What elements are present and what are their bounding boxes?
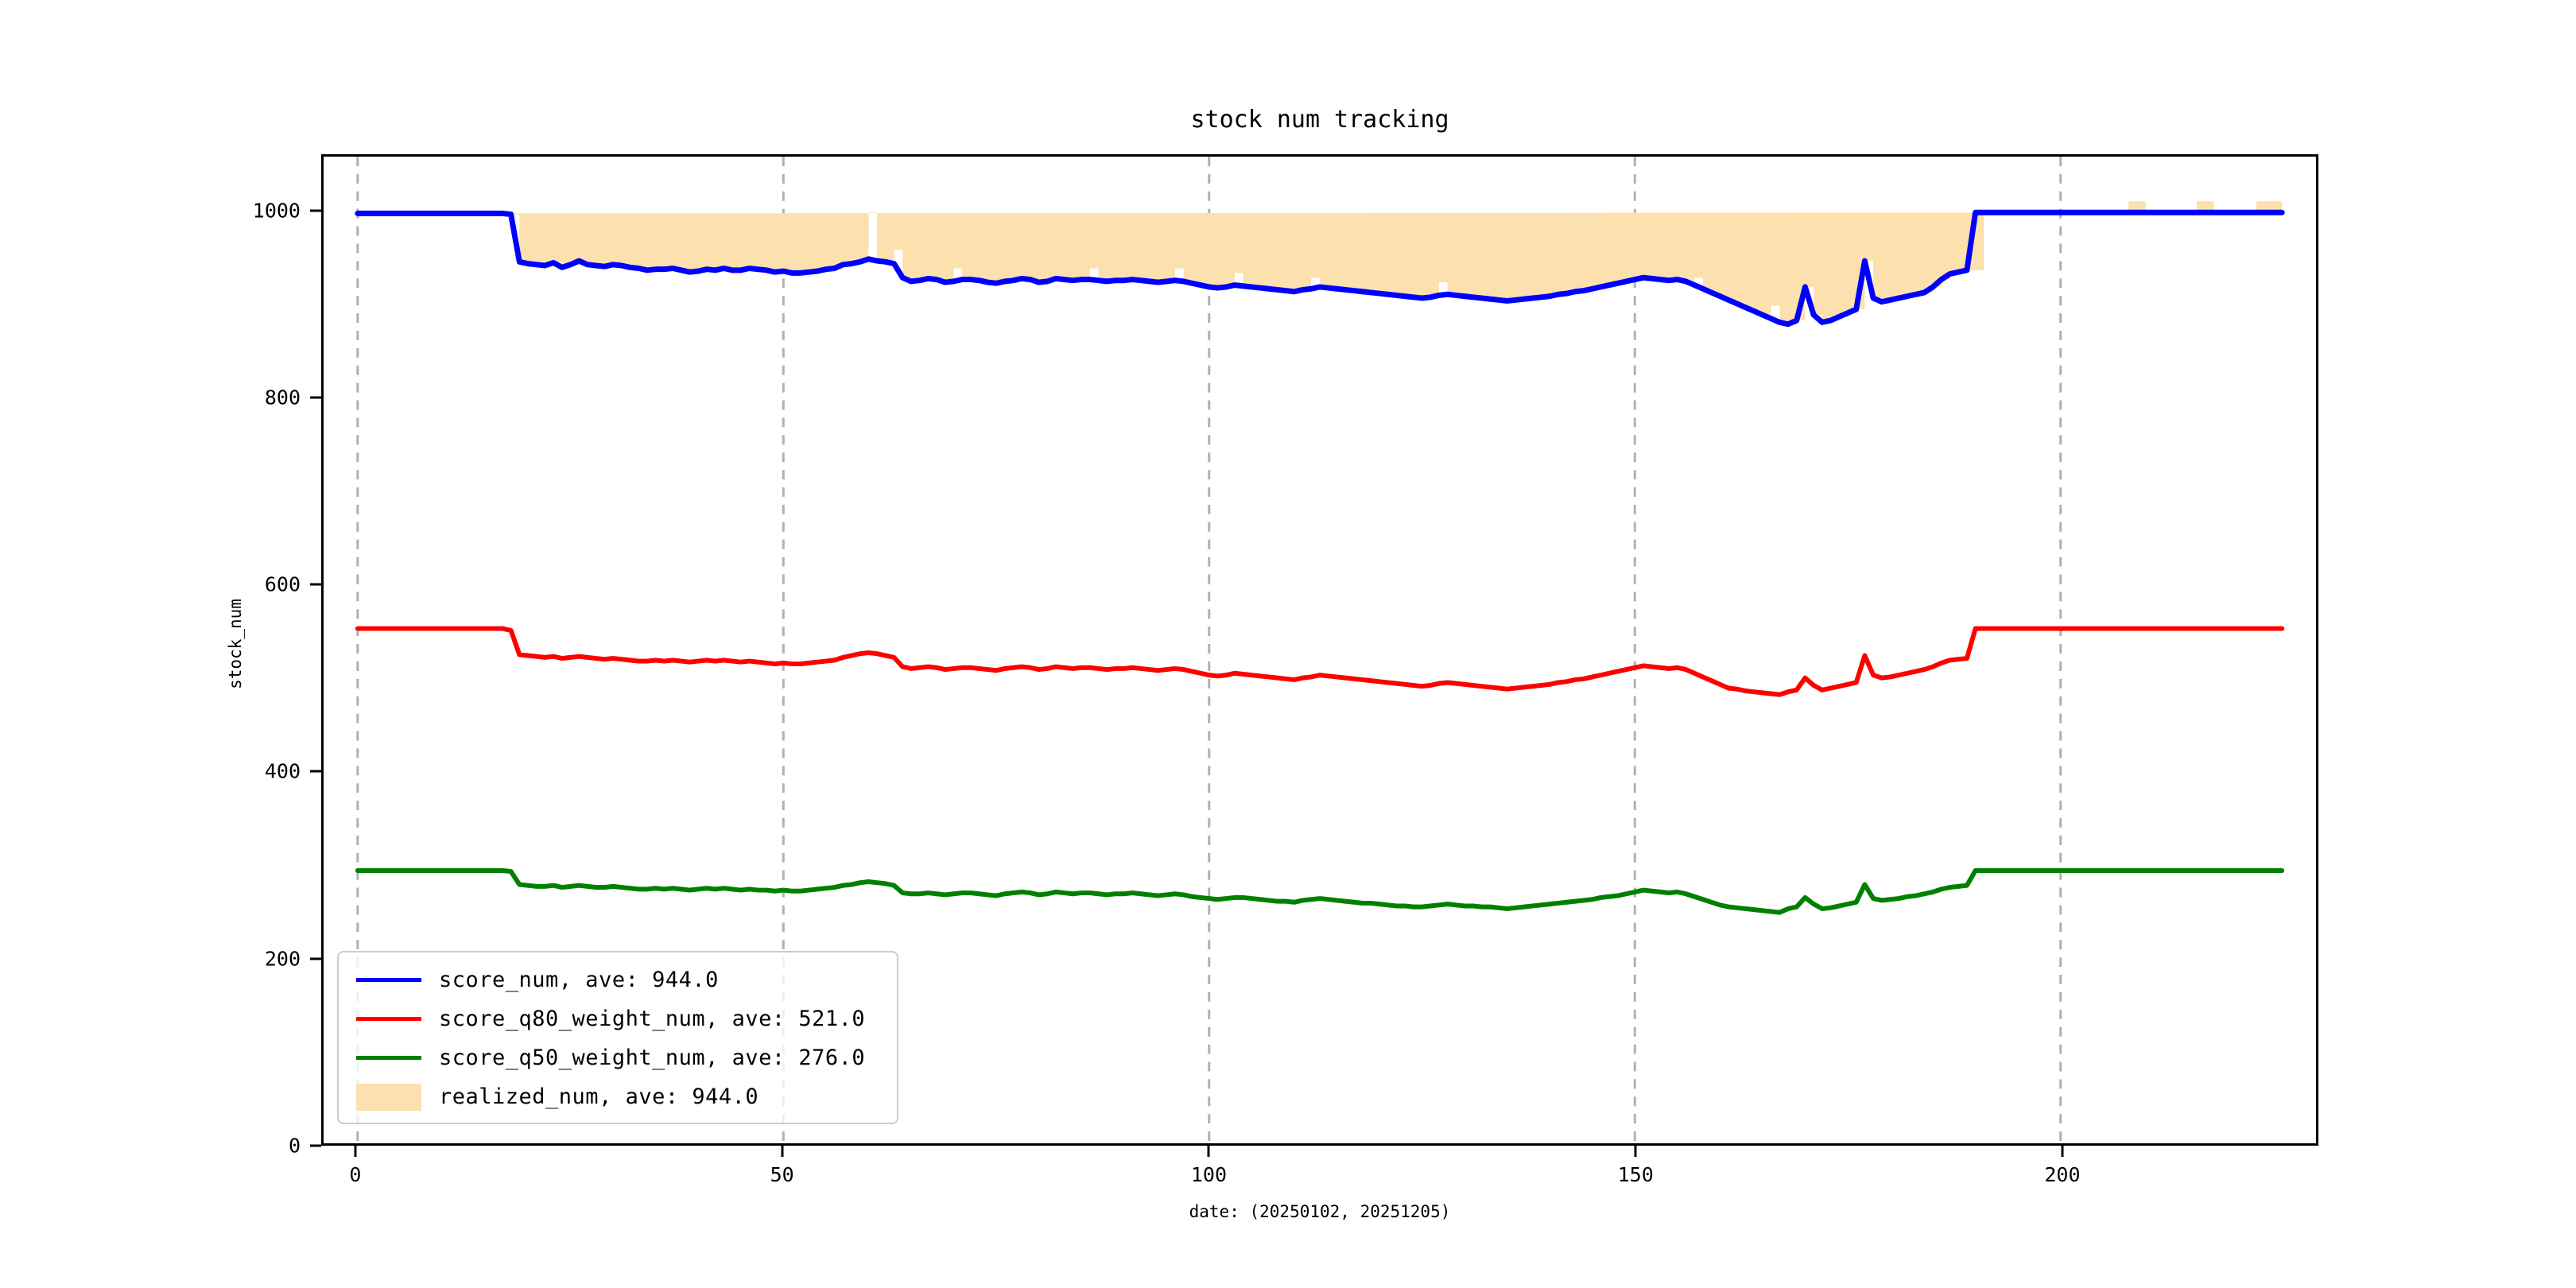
legend-line-swatch-blue <box>356 978 421 982</box>
x-tick-label-50: 50 <box>770 1163 794 1186</box>
y-tick-mark-400 <box>310 770 321 773</box>
legend-line-swatch-green <box>356 1056 421 1060</box>
area-realized-num <box>357 201 2283 324</box>
legend-item-score-num[interactable]: score_num, ave: 944.0 <box>339 960 897 999</box>
line-score-num <box>355 209 2285 328</box>
x-tick-mark-100 <box>1207 1146 1210 1157</box>
legend-item-realized-num[interactable]: realized_num, ave: 944.0 <box>339 1077 897 1116</box>
x-tick-label-200: 200 <box>2044 1163 2081 1186</box>
legend-label-score-num: score_num, ave: 944.0 <box>439 968 719 992</box>
y-tick-mark-800 <box>310 396 321 399</box>
y-tick-mark-600 <box>310 583 321 586</box>
legend-label-score-q80-weight-num: score_q80_weight_num, ave: 521.0 <box>439 1007 866 1031</box>
chart-svg <box>355 157 2285 1143</box>
y-tick-mark-1000 <box>310 209 321 212</box>
chart-title: stock num tracking <box>1190 106 1449 134</box>
legend-patch-swatch-orange <box>356 1083 421 1111</box>
x-axis-label: date: (20250102, 20251205) <box>1189 1202 1451 1221</box>
x-tick-mark-50 <box>781 1146 784 1157</box>
line-score-q50-weight-num <box>355 867 2285 915</box>
chart-legend[interactable]: score_num, ave: 944.0 score_q80_weight_n… <box>337 951 898 1124</box>
y-tick-label-800: 800 <box>264 386 301 409</box>
x-tick-label-100: 100 <box>1190 1163 1228 1186</box>
x-tick-label-150: 150 <box>1617 1163 1654 1186</box>
y-tick-mark-0 <box>310 1144 321 1147</box>
legend-item-score-q50-weight-num[interactable]: score_q50_weight_num, ave: 276.0 <box>339 1038 897 1077</box>
y-tick-label-200: 200 <box>264 947 301 971</box>
x-tick-mark-0 <box>354 1146 357 1157</box>
y-tick-mark-200 <box>310 957 321 960</box>
x-tick-mark-200 <box>2061 1146 2064 1157</box>
y-axis-label: stock_num <box>226 599 245 689</box>
x-tick-label-0: 0 <box>349 1163 362 1186</box>
legend-item-score-q80-weight-num[interactable]: score_q80_weight_num, ave: 521.0 <box>339 999 897 1038</box>
legend-label-score-q50-weight-num: score_q50_weight_num, ave: 276.0 <box>439 1046 866 1070</box>
legend-line-swatch-red <box>356 1017 421 1021</box>
y-tick-label-1000: 1000 <box>252 199 301 223</box>
y-tick-label-400: 400 <box>264 759 301 783</box>
line-score-q80-weight-num <box>355 626 2285 697</box>
legend-label-realized-num: realized_num, ave: 944.0 <box>439 1084 759 1109</box>
y-tick-label-0: 0 <box>288 1134 301 1158</box>
y-tick-label-600: 600 <box>264 572 301 596</box>
x-tick-mark-150 <box>1634 1146 1637 1157</box>
